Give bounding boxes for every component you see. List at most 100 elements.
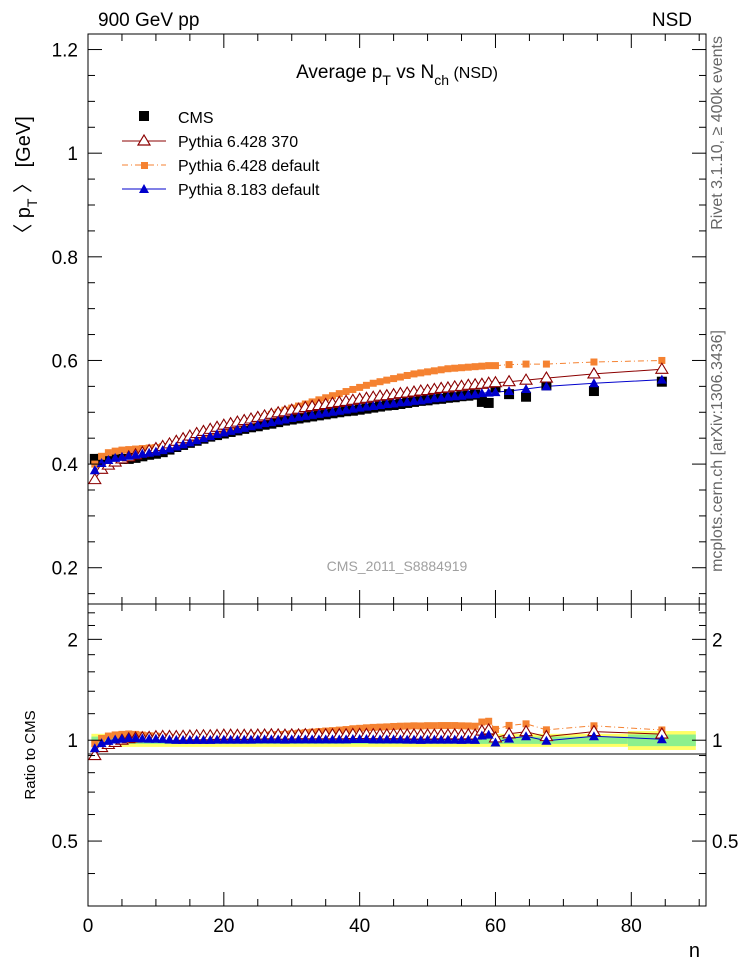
main-point-pythia-6-428-default bbox=[356, 383, 364, 391]
ylabel-open: 〈 p bbox=[13, 207, 35, 244]
main-point-pythia-8-183-default bbox=[449, 391, 460, 401]
main-point-pythia-8-183-default bbox=[89, 465, 100, 475]
ratio-point-pythia-8-183-default bbox=[327, 734, 338, 744]
main-point-pythia-6-428-370 bbox=[539, 371, 554, 383]
ratio-point-pythia-8-183-default bbox=[388, 734, 399, 744]
title-sub-b: ch bbox=[434, 72, 449, 88]
ratio-point-pythia-8-183-default bbox=[293, 734, 304, 744]
main-ytick-label: 1.2 bbox=[52, 41, 78, 62]
ratio-xtick-label: 20 bbox=[213, 916, 234, 937]
ratio-point-pythia-8-183-default bbox=[225, 734, 236, 744]
main-ytick-label: 1 bbox=[67, 144, 78, 165]
main-point-pythia-8-183-default bbox=[429, 393, 440, 403]
main-series-points bbox=[87, 356, 669, 485]
main-point-pythia-6-428-default bbox=[118, 446, 126, 454]
main-point-pythia-8-183-default bbox=[483, 387, 494, 397]
main-point-pythia-6-428-default bbox=[342, 388, 350, 396]
ratio-point-pythia-8-183-default bbox=[218, 734, 229, 744]
ratio-point-pythia-8-183-default bbox=[89, 743, 100, 753]
ratio-point-pythia-8-183-default bbox=[408, 734, 419, 744]
ratio-point-pythia-8-183-default bbox=[252, 734, 263, 744]
ratio-point-pythia-8-183-default bbox=[429, 734, 440, 744]
ratio-point-pythia-8-183-default bbox=[239, 734, 250, 744]
ratio-point-pythia-8-183-default bbox=[150, 733, 161, 743]
ratio-point-pythia-6-428-default bbox=[464, 722, 472, 730]
ratio-point-pythia-8-183-default bbox=[422, 734, 433, 744]
legend-label-py8-default: Pythia 8.183 default bbox=[178, 182, 320, 199]
ratio-ylabel: Ratio to CMS bbox=[22, 710, 39, 799]
main-point-pythia-6-428-default bbox=[417, 369, 425, 377]
main-point-pythia-6-428-default bbox=[328, 392, 336, 400]
main-point-cms bbox=[89, 453, 100, 464]
ratio-point-pythia-6-428-default bbox=[417, 722, 425, 730]
main-point-pythia-8-183-default bbox=[588, 378, 599, 388]
ratio-point-pythia-8-183-default bbox=[490, 737, 501, 747]
ratio-point-pythia-6-428-default bbox=[410, 722, 418, 730]
header-left: 900 GeV pp bbox=[98, 10, 199, 31]
ratio-point-pythia-8-183-default bbox=[375, 734, 386, 744]
ratio-point-pythia-6-428-default bbox=[451, 722, 459, 730]
main-ytick-label: 0.8 bbox=[52, 248, 78, 269]
ylabel-sub: T bbox=[24, 198, 40, 207]
main-ytick-label: 0.4 bbox=[52, 455, 79, 476]
main-point-pythia-6-428-default bbox=[125, 446, 133, 454]
ratio-point-pythia-6-428-default bbox=[403, 722, 411, 730]
ratio-point-pythia-8-183-default bbox=[232, 734, 243, 744]
main-point-pythia-6-428-default bbox=[383, 376, 391, 384]
ratio-ytick-label-right: 0.5 bbox=[712, 832, 738, 853]
main-point-pythia-6-428-default bbox=[478, 362, 486, 370]
main-point-pythia-6-428-default bbox=[458, 364, 466, 372]
main-panel: 0.2 0.4 0.6 0.8 1 1.2 CMS_2011_S8884919 Avera… bbox=[13, 33, 707, 605]
ratio-point-pythia-8-183-default bbox=[402, 734, 413, 744]
ratio-ytick-label-right: 2 bbox=[712, 630, 723, 651]
ratio-point-pythia-6-428-default bbox=[478, 718, 486, 726]
main-point-pythia-6-428-default bbox=[437, 366, 445, 374]
ratio-point-pythia-6-428-default bbox=[424, 722, 432, 730]
main-point-pythia-6-428-default bbox=[98, 452, 106, 460]
ratio-axis-ticks: 0 20 40 60 80 0.5 0.5 1 1 2 2 bbox=[52, 604, 738, 937]
main-ytick-label: 0.6 bbox=[52, 351, 78, 372]
main-point-pythia-6-428-default bbox=[451, 364, 459, 372]
ratio-xlabel: n bbox=[689, 940, 700, 962]
ylabel-close: 〉 [GeV] bbox=[13, 116, 35, 198]
ratio-point-pythia-6-428-default bbox=[522, 720, 530, 728]
main-point-pythia-8-183-default bbox=[442, 391, 453, 401]
main-point-pythia-6-428-default bbox=[396, 373, 404, 381]
main-point-pythia-6-428-default bbox=[403, 371, 411, 379]
header-right: NSD bbox=[652, 10, 692, 31]
legend-label-py6-370: Pythia 6.428 370 bbox=[178, 134, 298, 151]
legend-marker-cms bbox=[139, 111, 149, 121]
legend-item-cms: CMS bbox=[139, 110, 214, 127]
main-point-pythia-6-428-default bbox=[104, 449, 112, 457]
main-ylabel: 〈 pT 〉 [GeV] bbox=[13, 116, 40, 244]
ratio-point-pythia-8-183-default bbox=[463, 734, 474, 744]
legend-label-cms: CMS bbox=[178, 110, 214, 127]
main-point-pythia-6-428-default bbox=[491, 362, 499, 370]
main-point-pythia-8-183-default bbox=[361, 401, 372, 411]
ratio-point-pythia-8-183-default bbox=[171, 734, 182, 744]
title-part-c: (NSD) bbox=[449, 65, 498, 82]
ratio-point-pythia-8-183-default bbox=[212, 734, 223, 744]
legend-item-py6-default: Pythia 6.428 default bbox=[122, 158, 320, 175]
main-point-pythia-6-428-default bbox=[349, 385, 357, 393]
ratio-point-pythia-8-183-default bbox=[541, 735, 552, 745]
ratio-point-pythia-8-183-default bbox=[476, 730, 487, 740]
ratio-point-pythia-8-183-default bbox=[184, 734, 195, 744]
main-point-pythia-6-428-370 bbox=[488, 375, 503, 388]
ratio-point-pythia-8-183-default bbox=[456, 734, 467, 744]
ratio-point-pythia-8-183-default bbox=[442, 734, 453, 744]
ratio-series-points bbox=[87, 717, 669, 761]
ratio-point-pythia-8-183-default bbox=[354, 734, 365, 744]
ratio-point-pythia-8-183-default bbox=[521, 731, 532, 741]
ratio-point-pythia-8-183-default bbox=[313, 734, 324, 744]
rivet-label: Rivet 3.1.10, ≥ 400k events bbox=[709, 36, 726, 230]
legend-item-py8-default: Pythia 8.183 default bbox=[122, 182, 320, 199]
ratio-point-pythia-8-183-default bbox=[130, 733, 141, 743]
main-point-pythia-6-428-370 bbox=[502, 374, 517, 387]
main-point-pythia-8-183-default bbox=[541, 381, 552, 391]
main-point-pythia-6-428-default bbox=[390, 375, 398, 383]
main-point-pythia-6-428-default bbox=[471, 363, 479, 371]
watermark: CMS_2011_S8884919 bbox=[327, 558, 468, 574]
ratio-point-pythia-8-183-default bbox=[436, 734, 447, 744]
